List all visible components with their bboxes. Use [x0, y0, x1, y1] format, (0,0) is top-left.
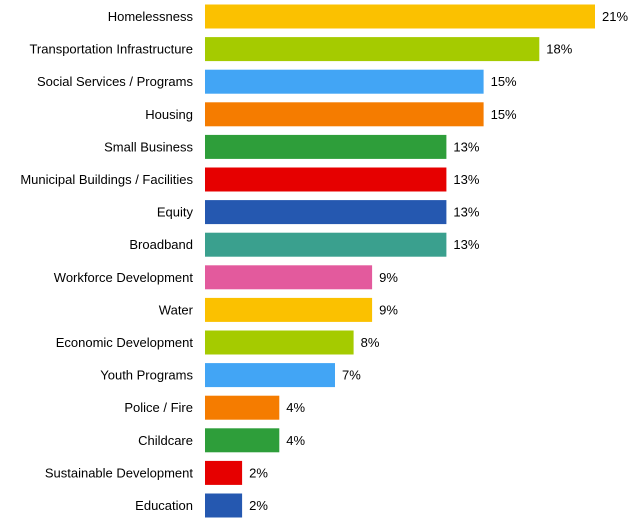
category-label-water: Water: [159, 302, 194, 317]
bar-water: [205, 297, 373, 322]
category-label-education: Education: [135, 498, 193, 513]
value-label-childcare: 4%: [286, 433, 305, 448]
category-label-social-services-programs: Social Services / Programs: [37, 74, 194, 89]
value-label-transportation-infrastructure: 18%: [546, 42, 572, 57]
bar-youth-programs: [205, 363, 335, 388]
value-label-equity: 13%: [453, 205, 479, 220]
value-labels-group: 21% 18% 15% 15% 13% 13% 13% 13% 9% 9% 8% 7% 4% 4% 2% 2%: [249, 9, 628, 513]
value-label-education: 2%: [249, 498, 268, 513]
category-label-small-business: Small Business: [104, 139, 193, 154]
bar-broadband: [205, 232, 447, 257]
value-label-homelessness: 21%: [602, 9, 628, 24]
bar-economic-development: [205, 330, 354, 355]
bar-sustainable-development: [205, 460, 243, 485]
value-label-municipal-buildings-facilities: 13%: [453, 172, 479, 187]
bar-housing: [205, 102, 484, 127]
bars-group: [205, 4, 595, 518]
category-label-economic-development: Economic Development: [56, 335, 194, 350]
category-label-police-fire: Police / Fire: [124, 400, 193, 415]
bar-social-services-programs: [205, 69, 484, 94]
bar-childcare: [205, 428, 280, 453]
bar-workforce-development: [205, 265, 373, 290]
bar-transportation-infrastructure: [205, 37, 540, 62]
category-label-youth-programs: Youth Programs: [100, 368, 193, 383]
category-label-sustainable-development: Sustainable Development: [45, 465, 194, 480]
value-label-housing: 15%: [491, 107, 517, 122]
bar-police-fire: [205, 395, 280, 420]
bar-small-business: [205, 134, 447, 159]
bar-municipal-buildings-facilities: [205, 167, 447, 192]
value-label-social-services-programs: 15%: [491, 74, 517, 89]
category-label-equity: Equity: [157, 205, 194, 220]
bar-homelessness: [205, 4, 595, 29]
value-label-sustainable-development: 2%: [249, 465, 268, 480]
value-label-economic-development: 8%: [361, 335, 380, 350]
category-label-workforce-development: Workforce Development: [54, 270, 194, 285]
category-label-municipal-buildings-facilities: Municipal Buildings / Facilities: [20, 172, 193, 187]
value-label-water: 9%: [379, 302, 398, 317]
value-label-small-business: 13%: [453, 139, 479, 154]
category-label-transportation-infrastructure: Transportation Infrastructure: [29, 42, 193, 57]
bar-equity: [205, 200, 447, 225]
category-label-housing: Housing: [145, 107, 193, 122]
value-label-workforce-development: 9%: [379, 270, 398, 285]
category-label-childcare: Childcare: [138, 433, 193, 448]
value-label-broadband: 13%: [453, 237, 479, 252]
category-label-homelessness: Homelessness: [108, 9, 194, 24]
category-label-broadband: Broadband: [129, 237, 193, 252]
value-label-police-fire: 4%: [286, 400, 305, 415]
bar-education: [205, 493, 243, 518]
category-labels-group: Homelessness Transportation Infrastructur…: [20, 9, 193, 513]
value-label-youth-programs: 7%: [342, 368, 361, 383]
